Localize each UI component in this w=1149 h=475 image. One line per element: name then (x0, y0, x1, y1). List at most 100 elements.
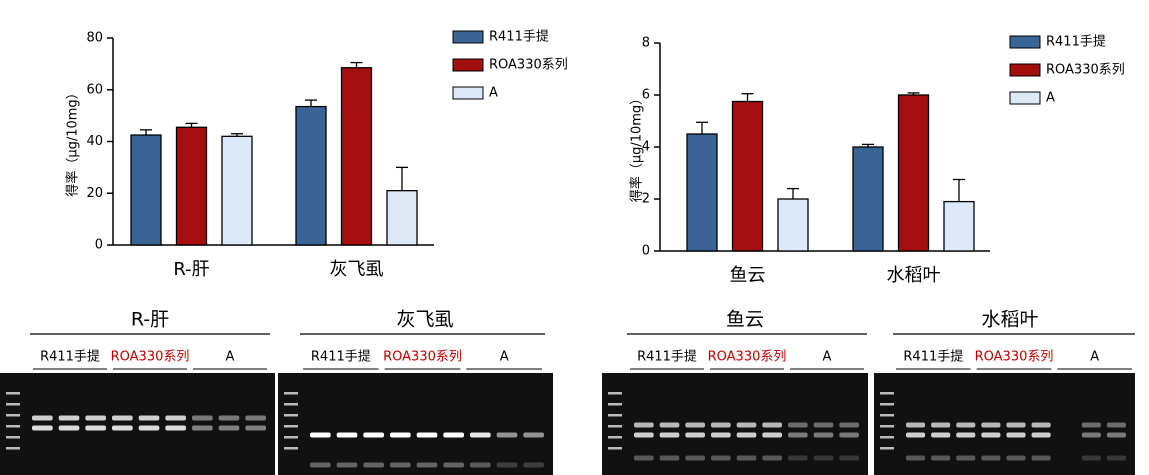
legend-swatch (452, 58, 484, 72)
gel-band (762, 422, 782, 428)
gel-image (0, 373, 275, 475)
ladder-band (6, 392, 20, 395)
gel-band (634, 455, 654, 461)
legend-label: R411手提 (489, 29, 549, 45)
gel-band (165, 425, 186, 431)
gel-band (443, 462, 464, 468)
bar (897, 94, 930, 252)
y-tick-label: 80 (86, 31, 103, 46)
lane-group-label: ROA330系列 (111, 350, 190, 365)
gel-band (788, 455, 808, 461)
legend-swatch (1009, 91, 1041, 105)
lane-group-label: ROA330系列 (708, 350, 787, 365)
y-tick-label: 0 (642, 244, 650, 259)
ladder-band (6, 403, 20, 406)
gel-band (1081, 455, 1101, 461)
gel-band (788, 432, 808, 438)
bar (221, 135, 253, 246)
ladder-band (880, 425, 894, 428)
gel-band (931, 455, 951, 461)
gel-band (931, 432, 951, 438)
x-tick-label: 水稻叶 (887, 265, 941, 286)
gel-band (245, 415, 266, 421)
gel-band (685, 432, 705, 438)
legend-swatch (452, 86, 484, 100)
y-tick-label: 40 (86, 134, 103, 149)
gel-image (278, 373, 553, 475)
gel-band (85, 425, 106, 431)
bar (777, 198, 809, 252)
bar (852, 146, 884, 252)
gel-band (1031, 432, 1051, 438)
gel-band (711, 455, 731, 461)
gel-band (85, 415, 106, 421)
gel-band (736, 432, 757, 438)
gel-band (496, 432, 518, 438)
gel-band (496, 462, 518, 468)
ladder-band (608, 436, 622, 439)
gel-band (956, 432, 976, 438)
legend-swatch (1009, 63, 1041, 77)
gel-title: R-肝 (131, 309, 169, 331)
gel-band (1081, 432, 1101, 438)
ladder-band (608, 425, 622, 428)
gel-band (931, 422, 951, 428)
ladder-band (6, 425, 20, 428)
gel-band (1006, 455, 1026, 461)
gel-band (788, 422, 808, 428)
gel-band (32, 425, 53, 431)
lane-group-label: A (1090, 350, 1099, 365)
gel-band (762, 455, 782, 461)
gel-band (981, 455, 1001, 461)
ladder-band (608, 403, 622, 406)
bar (340, 67, 373, 246)
bar (386, 190, 418, 246)
y-tick-label: 2 (642, 192, 650, 207)
bar (130, 134, 162, 246)
gel-band (711, 422, 731, 428)
gel-band (1031, 455, 1051, 461)
gel-band (336, 432, 358, 438)
gel-band (685, 422, 705, 428)
gel-band (470, 432, 491, 438)
gel-band (762, 432, 782, 438)
ladder-band (284, 436, 298, 439)
gel-band (218, 425, 240, 431)
gel-band (1006, 432, 1026, 438)
ladder-band (880, 447, 894, 450)
bar (943, 200, 975, 252)
gel-band (1081, 422, 1101, 428)
gel-band (470, 462, 491, 468)
gel-band (1106, 432, 1126, 438)
gel-band (956, 455, 976, 461)
gel-band (58, 425, 80, 431)
gel-band (736, 455, 757, 461)
lane-group-label: A (823, 350, 832, 365)
lane-group-label: R411手提 (40, 349, 100, 365)
gel-band (659, 422, 680, 428)
ladder-band (284, 403, 298, 406)
gel-band (390, 462, 411, 468)
gel-band (659, 455, 680, 461)
gel-band (1031, 422, 1051, 428)
y-tick-label: 20 (86, 186, 103, 201)
legend-label: R411手提 (1046, 34, 1106, 50)
gel-band (192, 425, 213, 431)
gel-band (310, 462, 331, 468)
gel-band (981, 422, 1001, 428)
gel-band (711, 432, 731, 438)
gel-band (336, 462, 358, 468)
gel-band (363, 432, 384, 438)
ladder-band (880, 436, 894, 439)
bar (731, 100, 764, 252)
gel-band (1106, 422, 1126, 428)
ladder-band (284, 447, 298, 450)
gel-band (1006, 422, 1026, 428)
ladder-band (284, 414, 298, 417)
gel-band (813, 422, 834, 428)
ladder-band (608, 414, 622, 417)
gel-band (736, 422, 757, 428)
legend-label: A (489, 86, 498, 101)
lane-group-label: R411手提 (311, 349, 371, 365)
